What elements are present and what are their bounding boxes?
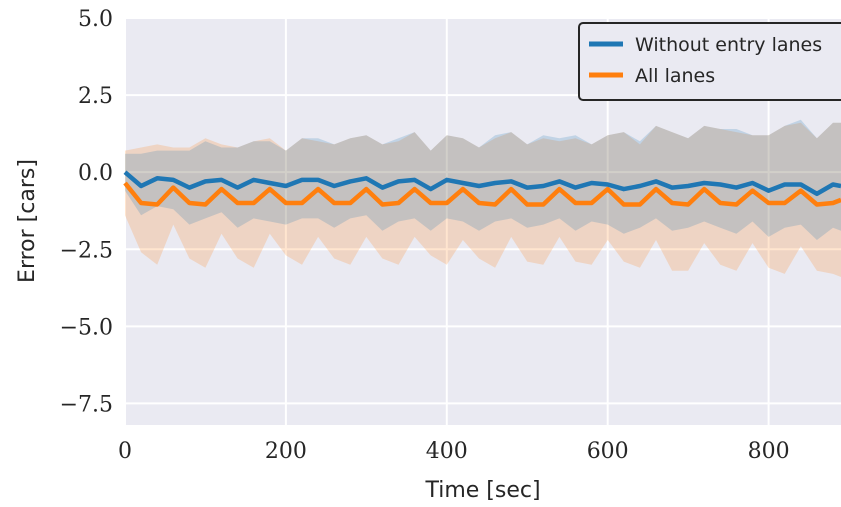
legend-label-all-lanes: All lanes [635, 65, 715, 87]
x-tick-label: 800 [748, 439, 790, 464]
y-tick-label: 2.5 [78, 84, 113, 109]
x-tick-label: 400 [426, 439, 468, 464]
x-axis-label: Time [sec] [424, 478, 540, 503]
y-tick-label: −7.5 [60, 392, 113, 417]
y-axis-label: Error [cars] [15, 159, 40, 283]
band-without-entry-lanes [125, 119, 841, 240]
x-tick-label: 600 [587, 439, 629, 464]
x-tick-label: 0 [118, 439, 132, 464]
legend-box [578, 22, 841, 101]
legend: Without entry lanes All lanes [578, 22, 841, 101]
series-lines [123, 170, 841, 207]
line-without-entry-lanes [123, 170, 841, 197]
x-tick-labels: 0 200 400 600 800 [118, 439, 790, 464]
confidence-bands [125, 119, 841, 277]
line-all-lanes [123, 181, 841, 207]
y-tick-label: −2.5 [60, 238, 113, 263]
band-all-lanes [125, 122, 841, 277]
legend-label-without-entry-lanes: Without entry lanes [635, 34, 822, 56]
y-tick-labels: 5.0 2.5 0.0 −2.5 −5.0 −7.5 [60, 7, 113, 417]
y-tick-label: −5.0 [60, 315, 113, 340]
x-tick-label: 200 [265, 439, 307, 464]
y-tick-label: 5.0 [78, 7, 113, 32]
y-tick-label: 0.0 [78, 161, 113, 186]
